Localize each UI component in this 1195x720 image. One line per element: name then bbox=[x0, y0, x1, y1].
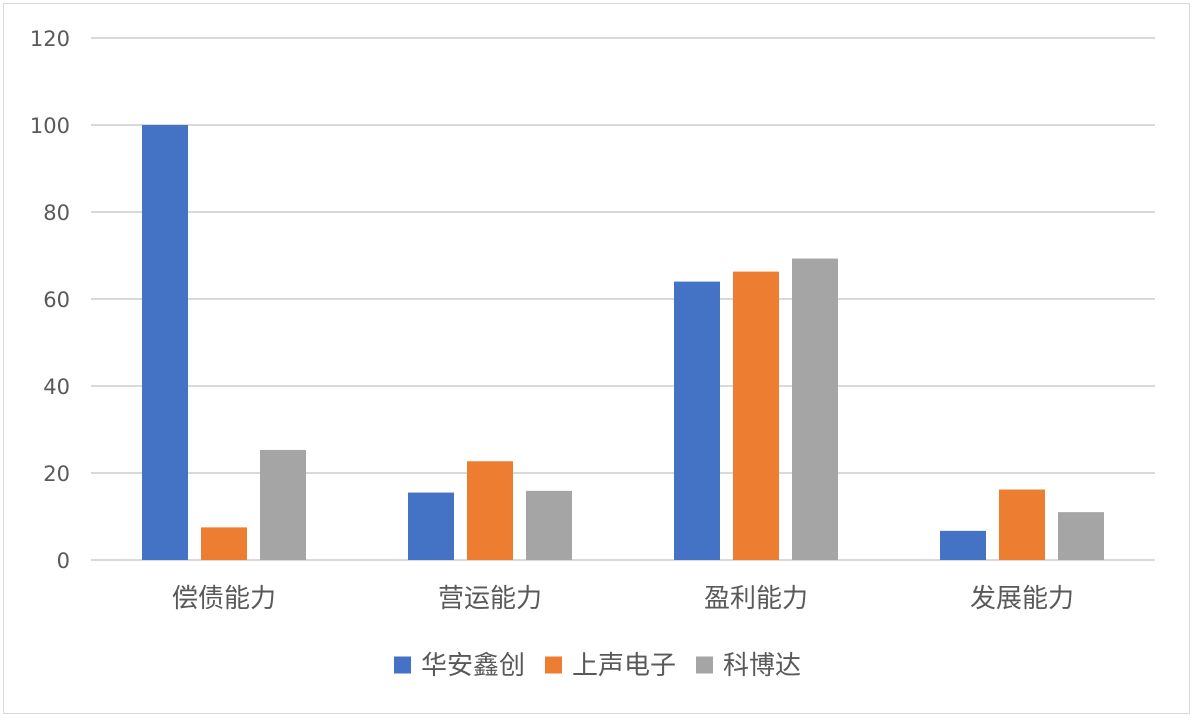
legend-item: 科博达 bbox=[696, 651, 801, 681]
x-axis-categories: 偿债能力 营运能力 盈利能力 发展能力 bbox=[172, 584, 1074, 614]
bar-科博达-营运能力 bbox=[526, 490, 572, 560]
gridlines bbox=[91, 37, 1155, 561]
bar-上声电子-偿债能力 bbox=[201, 527, 247, 560]
legend-item: 上声电子 bbox=[545, 651, 676, 681]
legend-item: 华安鑫创 bbox=[394, 651, 525, 681]
chart-frame bbox=[3, 3, 1190, 714]
y-tick-label: 120 bbox=[30, 27, 70, 51]
y-tick-label: 100 bbox=[30, 114, 70, 138]
bar-华安鑫创-营运能力 bbox=[408, 492, 454, 560]
y-axis-ticks: 0 20 40 60 80 100 120 bbox=[30, 27, 70, 573]
y-tick-label: 0 bbox=[57, 549, 70, 573]
bar-华安鑫创-盈利能力 bbox=[674, 281, 720, 560]
x-category-label: 偿债能力 bbox=[172, 584, 276, 614]
legend-label: 华安鑫创 bbox=[421, 651, 525, 681]
legend-swatch bbox=[394, 656, 411, 674]
legend-swatch bbox=[545, 656, 562, 674]
y-tick-label: 20 bbox=[43, 462, 70, 486]
bar-华安鑫创-偿债能力 bbox=[142, 125, 188, 560]
bar-上声电子-盈利能力 bbox=[733, 271, 779, 560]
legend-label: 科博达 bbox=[723, 651, 801, 681]
y-tick-label: 80 bbox=[43, 201, 70, 225]
x-category-label: 盈利能力 bbox=[704, 584, 808, 614]
bar-科博达-偿债能力 bbox=[260, 449, 306, 560]
x-category-label: 营运能力 bbox=[438, 584, 542, 614]
bar-华安鑫创-发展能力 bbox=[940, 530, 986, 560]
bar-科博达-发展能力 bbox=[1058, 512, 1104, 560]
y-tick-label: 60 bbox=[43, 288, 70, 312]
bar-科博达-盈利能力 bbox=[792, 258, 838, 560]
y-tick-label: 40 bbox=[43, 375, 70, 399]
bar-上声电子-发展能力 bbox=[999, 489, 1045, 560]
x-category-label: 发展能力 bbox=[970, 584, 1074, 614]
legend-swatch bbox=[696, 656, 713, 674]
legend: 华安鑫创 上声电子 科博达 bbox=[394, 651, 801, 681]
legend-label: 上声电子 bbox=[572, 651, 676, 681]
bars bbox=[142, 125, 1104, 560]
bar-上声电子-营运能力 bbox=[467, 461, 513, 560]
